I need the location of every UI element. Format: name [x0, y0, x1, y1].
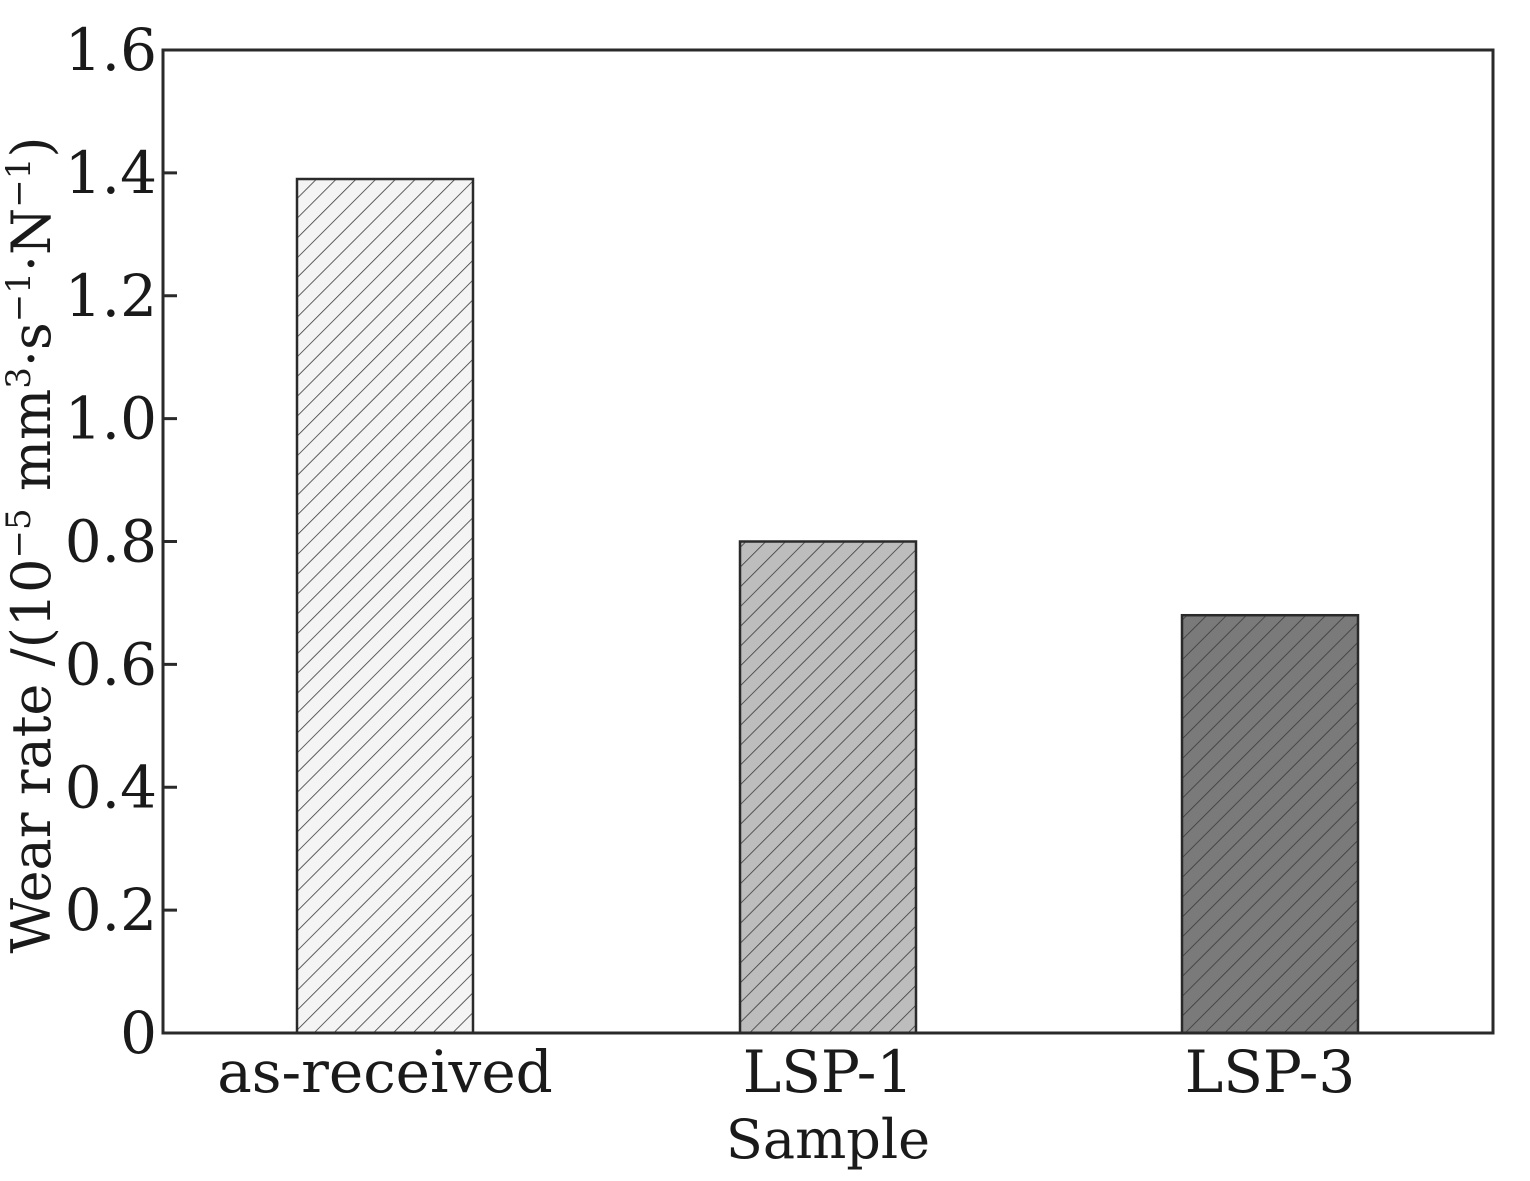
x-axis-title: Sample — [726, 1108, 930, 1171]
x-tick-label: LSP-3 — [1185, 1038, 1356, 1106]
bars-group — [295, 177, 1360, 1035]
y-tick-label: 1.0 — [65, 385, 157, 453]
y-axis-title: Wear rate /(10−5 mm3·s−1·N−1) — [0, 136, 63, 953]
x-tick-label: as-received — [217, 1038, 553, 1106]
y-tick-label: 0.8 — [65, 508, 157, 576]
y-tick-label: 0.4 — [65, 753, 157, 821]
y-tick-label: 0.6 — [65, 630, 157, 698]
bar-hatch-LSP-3 — [1180, 613, 1360, 1035]
y-tick-label: 1.6 — [65, 16, 157, 84]
bar-hatch-LSP-1 — [738, 540, 918, 1035]
bar-hatch-as-received — [295, 177, 475, 1035]
x-ticks-group: as-received LSP-1 LSP-3 — [217, 1038, 1355, 1106]
y-tick-label: 0 — [120, 999, 157, 1067]
x-tick-label: LSP-1 — [743, 1038, 914, 1106]
y-tick-label: 1.2 — [65, 262, 157, 330]
y-tick-label: 1.4 — [65, 139, 157, 207]
y-tick-label: 0.2 — [65, 876, 157, 944]
y-ticks-group: 0 0.2 0.4 0.6 0.8 1.0 1.2 1.4 1.6 — [65, 16, 177, 1067]
plot-frame — [161, 48, 1495, 1035]
